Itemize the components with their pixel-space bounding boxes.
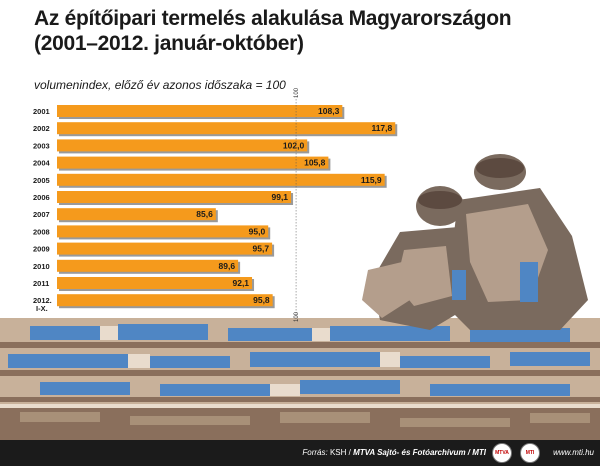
value-label: 95,0: [249, 226, 266, 236]
mti-logo: MTI: [520, 443, 540, 463]
value-label: 92,1: [232, 278, 249, 288]
category-label: 2008: [33, 227, 50, 236]
source-org: MTVA Sajtó- és Fotóarchívum / MTI: [353, 448, 486, 457]
category-label: 2011: [33, 279, 49, 288]
bar-0: [57, 105, 343, 117]
chart-title-line2: (2001–2012. január-október): [34, 32, 304, 55]
category-label: 2006: [33, 193, 50, 202]
category-label: 2012. I-X.: [33, 296, 52, 313]
category-label: 2005: [33, 176, 50, 185]
reference-label-top: 100: [294, 87, 300, 98]
bar-6: [57, 208, 216, 221]
bar-3: [57, 156, 329, 169]
category-label: 2002: [33, 124, 50, 133]
category-label: 2010: [33, 262, 50, 271]
category-label: 2003: [33, 141, 50, 150]
construction-workers-illustration: [0, 154, 600, 440]
value-label: 99,1: [271, 192, 288, 202]
value-label: 102,0: [283, 140, 305, 150]
value-label: 115,9: [361, 175, 382, 185]
category-label: 2009: [33, 245, 50, 254]
source-text: KSH /: [329, 448, 351, 457]
bar-2: [57, 139, 308, 152]
site-url: www.mti.hu: [553, 448, 594, 457]
bar-7: [57, 225, 269, 238]
value-label: 85,6: [196, 209, 213, 219]
bar-11: [57, 294, 273, 307]
reference-line-100: 100 100: [294, 87, 300, 322]
value-label: 108,3: [318, 106, 340, 116]
bar-9: [57, 259, 239, 272]
source-credit: Forrás: KSH / MTVA Sajtó- és Fotóarchívu…: [302, 448, 486, 457]
chart-title-line1: Az építőipari termelés alakulása Magyaro…: [34, 7, 512, 30]
chart-title: Az építőipari termelés alakulása Magyaro…: [34, 6, 514, 56]
bar-chart: [57, 105, 398, 309]
footer: Forrás: KSH / MTVA Sajtó- és Fotóarchívu…: [0, 440, 600, 466]
value-label: 95,8: [253, 295, 270, 305]
chart-subtitle: volumenindex, előző év azonos időszaka =…: [34, 78, 286, 92]
value-label: 95,7: [253, 244, 270, 254]
bar-8: [57, 242, 273, 255]
value-label: 105,8: [304, 158, 326, 168]
bar-10: [57, 277, 253, 289]
category-label: 2001: [33, 107, 50, 116]
bar-4: [57, 173, 385, 186]
bar-5: [57, 191, 292, 203]
source-label: Forrás:: [302, 448, 328, 457]
mtva-logo: MTVA: [492, 443, 512, 463]
bar-chart-labels: 2001 108,3 2002 117,8 2003 102,0 2004 105,8 2005…: [33, 106, 393, 313]
category-label: 2004: [33, 159, 51, 168]
bar-1: [57, 122, 396, 135]
category-label: 2007: [33, 210, 50, 219]
value-label: 89,6: [219, 261, 236, 271]
value-label: 117,8: [371, 123, 392, 133]
reference-label-bottom: 100: [294, 311, 300, 322]
